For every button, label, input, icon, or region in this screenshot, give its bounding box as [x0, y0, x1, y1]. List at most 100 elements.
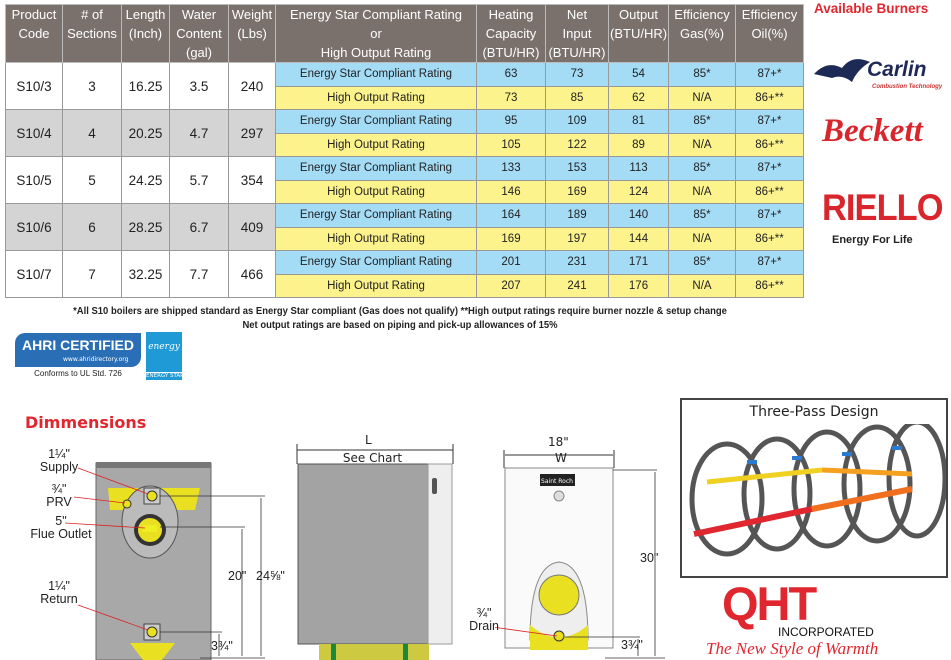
flue-label: Flue Outlet: [30, 527, 92, 541]
column-header-line: Content: [176, 26, 222, 41]
column-header-line: Length: [125, 7, 166, 22]
column-header: # of Sections: [62, 4, 122, 63]
cell-sections: 7: [62, 250, 122, 298]
beckett-logo: Beckett: [822, 113, 923, 149]
energy-star-cell: 95: [476, 109, 546, 134]
cell-weight: 297: [228, 109, 276, 157]
table-row: S10/5 5 24.25 5.7 354 Energy Star Compliant R…: [5, 156, 804, 204]
high-output-cell: 86+**: [735, 273, 804, 298]
energy-star-cell: 85*: [668, 250, 736, 275]
table-subrow: High Output Rating 207 241 176 N/A 86+**: [6, 273, 804, 298]
riello-tagline: Energy For Life: [832, 234, 913, 246]
column-header-line: (BTU/HR): [482, 45, 540, 60]
high-output-cell: 144: [608, 226, 669, 251]
energy-star-cell: 164: [476, 203, 546, 228]
height-20: 20": [228, 569, 247, 583]
column-header: Length (Inch): [121, 4, 170, 63]
height-3: 3¾": [211, 639, 233, 653]
cell-water: 6.7: [169, 203, 229, 251]
cell-code: S10/3: [5, 62, 63, 110]
table-row: S10/4 4 20.25 4.7 297 Energy Star Compliant R…: [5, 109, 804, 157]
cell-sections: 5: [62, 156, 122, 204]
column-header-line: Output: [618, 7, 659, 22]
footnote-2: Net output ratings are based on piping a…: [242, 319, 558, 331]
table-subrow: High Output Rating 73 85 62 N/A 86+**: [6, 85, 804, 110]
prv-size: ¾": [51, 482, 67, 496]
return-size: 1¼": [48, 579, 70, 593]
energy-star-cell: Energy Star Compliant Rating: [275, 156, 477, 181]
high-output-cell: 169: [545, 179, 609, 204]
ahri-conforms: Conforms to UL Std. 726: [34, 369, 122, 378]
return-label: Return: [40, 592, 78, 606]
energy-star-cell: 73: [545, 62, 609, 87]
energy-star-cell: 87+*: [735, 203, 804, 228]
column-header-line: or: [370, 26, 382, 41]
see-chart-label: See Chart: [342, 451, 403, 465]
column-header-line: # of: [81, 7, 103, 22]
carlin-logo: Carlin Combustion Technology: [812, 52, 947, 94]
energy-star-cell: 153: [545, 156, 609, 181]
cell-water: 5.7: [169, 156, 229, 204]
column-header: Heating Capacity (BTU/HR): [476, 4, 546, 63]
energy-star-cell: 54: [608, 62, 669, 87]
column-header-line: Energy Star Compliant Rating: [290, 7, 462, 22]
energy-star-cell: 87+*: [735, 250, 804, 275]
energy-star-cell: 85*: [668, 109, 736, 134]
column-header-line: (Inch): [128, 26, 163, 41]
cell-sections: 6: [62, 203, 122, 251]
supply-label: Supply: [39, 460, 79, 474]
high-output-cell: 85: [545, 85, 609, 110]
energy-star-cell: 189: [545, 203, 609, 228]
three-pass-title: Three-Pass Design: [749, 404, 879, 420]
cell-code: S10/5: [5, 156, 63, 204]
available-burners-title: Available Burners: [814, 1, 929, 16]
front-view-diagram: [64, 462, 265, 660]
drain-label: Drain: [469, 619, 499, 633]
cell-water: 7.7: [169, 250, 229, 298]
length-label: L: [365, 433, 372, 447]
energy-star-cell: 85*: [668, 62, 736, 87]
cell-length: 28.25: [121, 203, 170, 251]
cell-code: S10/7: [5, 250, 63, 298]
cell-length: 16.25: [121, 62, 170, 110]
width-label: W: [555, 451, 567, 465]
high-output-cell: 197: [545, 226, 609, 251]
high-output-cell: N/A: [668, 85, 736, 110]
side-view-diagram: [296, 444, 454, 660]
energy-star-cell: 133: [476, 156, 546, 181]
high-output-cell: 86+**: [735, 132, 804, 157]
column-header: Efficiency Oil(%): [735, 4, 804, 63]
heat-exchanger-illustration: [689, 424, 946, 557]
high-output-cell: 169: [476, 226, 546, 251]
column-header-line: Weight: [231, 7, 273, 22]
high-output-cell: 207: [476, 273, 546, 298]
column-header-line: (BTU/HR): [610, 26, 668, 41]
energy-star-logo: energy ENERGY STAR: [146, 332, 184, 380]
riello-logo: RIELLO: [822, 187, 944, 228]
qht-tagline: The New Style of Warmth: [706, 639, 879, 658]
rear-view-diagram: Saint Roch: [495, 450, 665, 659]
energy-star-cell: 231: [545, 250, 609, 275]
cell-water: 4.7: [169, 109, 229, 157]
cell-weight: 354: [228, 156, 276, 204]
column-header-line: High Output Rating: [320, 45, 432, 60]
cell-length: 32.25: [121, 250, 170, 298]
column-header-line: Sections: [67, 26, 117, 41]
cell-weight: 466: [228, 250, 276, 298]
high-output-cell: N/A: [668, 226, 736, 251]
height-30: 30": [640, 551, 659, 565]
column-header-line: Input: [562, 26, 592, 41]
saint-roch-badge: Saint Roch: [541, 478, 573, 485]
column-header: Water Content (gal): [169, 4, 229, 63]
high-output-cell: 62: [608, 85, 669, 110]
column-header-line: Water: [181, 7, 217, 22]
energy-star-cell: 171: [608, 250, 669, 275]
ahri-logo: AHRI CERTIFIED www.ahridirectory.org: [15, 333, 141, 367]
energy-star-cell: 87+*: [735, 109, 804, 134]
column-header-line: Efficiency: [674, 7, 730, 22]
high-output-cell: 73: [476, 85, 546, 110]
high-output-cell: 124: [608, 179, 669, 204]
energy-star-cell: 63: [476, 62, 546, 87]
flue-size: 5": [55, 514, 67, 528]
column-header: Efficiency Gas(%): [668, 4, 736, 63]
